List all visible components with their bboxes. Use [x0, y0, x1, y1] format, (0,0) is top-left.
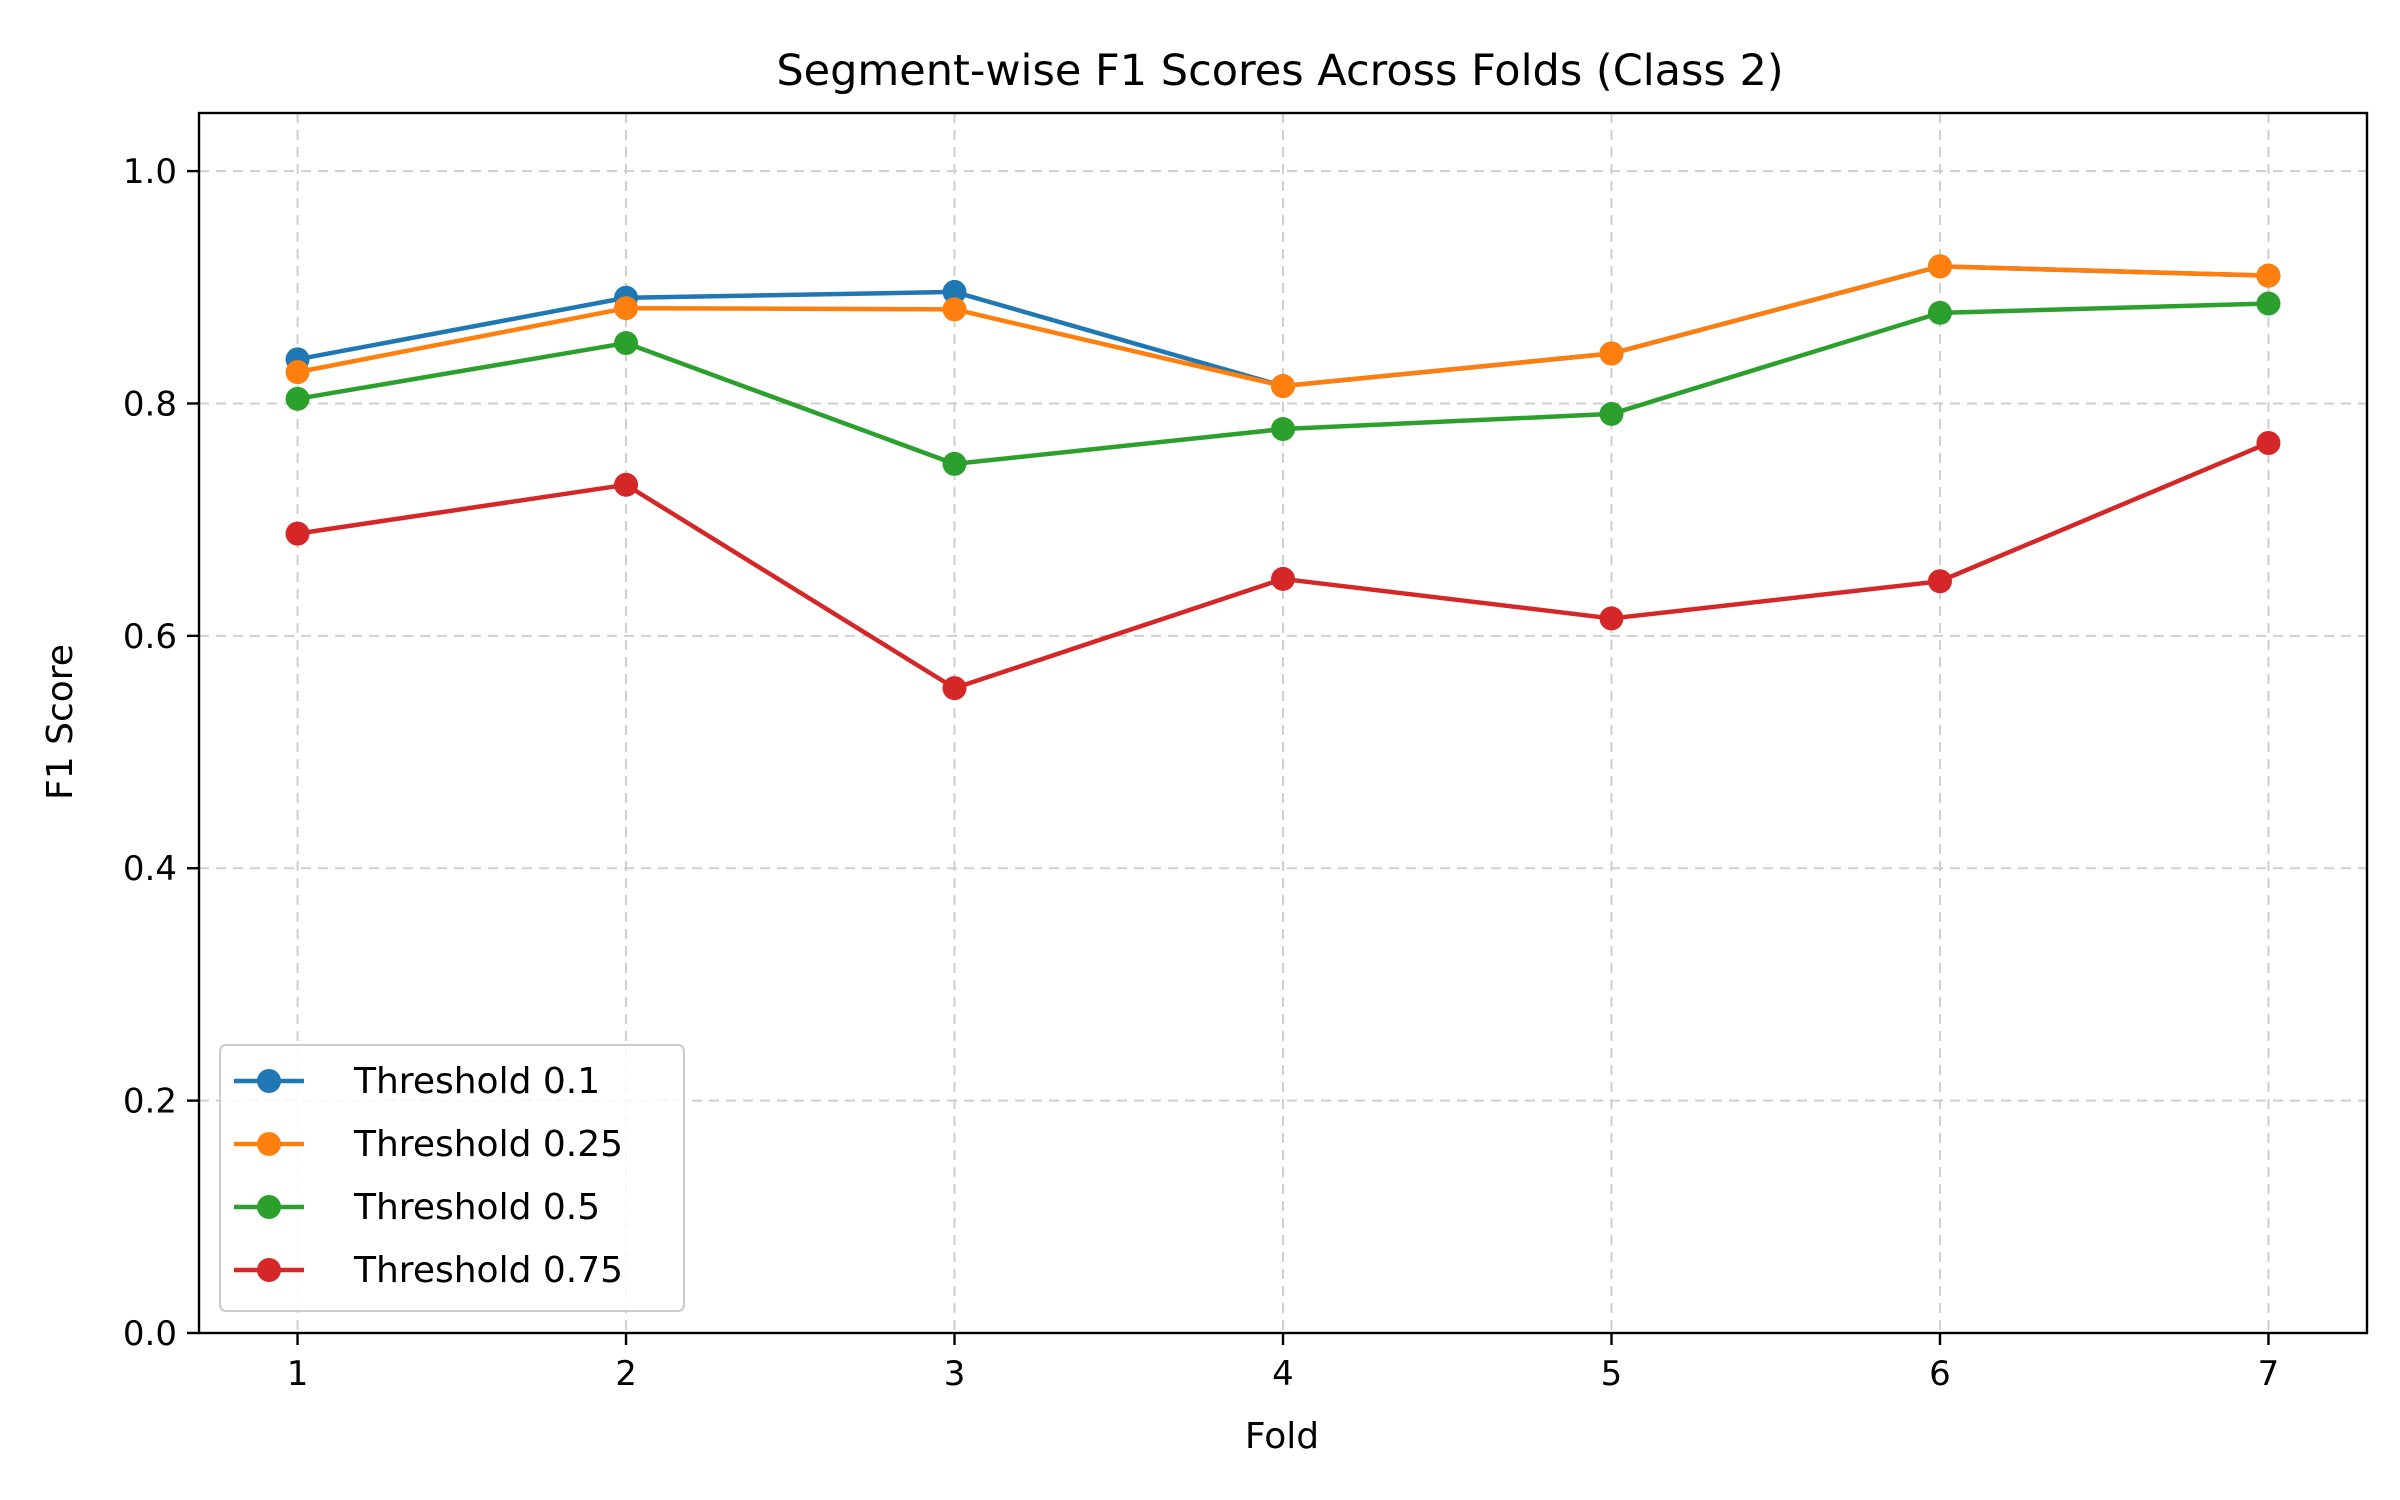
x-tick-label: 7: [2258, 1354, 2280, 1394]
y-tick-label: 0.0: [123, 1314, 177, 1354]
series-2: [285, 254, 2281, 399]
data-point: [614, 296, 639, 321]
data-point: [285, 386, 310, 411]
data-point: [2256, 430, 2281, 455]
axis-ticks: 1 2 3 4 5 6 7 0.0 0.2 0.4 0.6 0.8 1.0: [123, 152, 2279, 1394]
y-tick-label: 0.4: [123, 849, 177, 889]
data-point: [1271, 417, 1295, 442]
x-tick-label: 1: [287, 1354, 309, 1394]
y-tick-label: 0.2: [123, 1082, 177, 1122]
data-point: [614, 472, 639, 497]
legend-label: Threshold 0.5: [353, 1187, 600, 1228]
data-point: [1927, 254, 1952, 279]
series-4: [285, 430, 2281, 701]
legend-box: [219, 1044, 685, 1312]
data-point: [1271, 374, 1295, 399]
data-point: [942, 451, 967, 476]
data-point: [942, 676, 967, 701]
y-axis-label: F1 Score: [40, 644, 81, 800]
chart-title: Segment-wise F1 Scores Across Folds (Cla…: [776, 46, 1783, 96]
data-point: [285, 360, 310, 385]
legend-item: Threshold 0.1: [234, 1061, 600, 1102]
data-point: [2256, 291, 2281, 316]
data-point: [1599, 341, 1624, 366]
data-point: [285, 521, 310, 546]
data-point: [942, 297, 967, 322]
data-point: [1271, 566, 1295, 591]
legend-marker: [257, 1132, 281, 1156]
data-point: [1599, 401, 1624, 426]
y-tick-label: 0.8: [123, 384, 177, 424]
legend-label: Threshold 0.1: [353, 1061, 600, 1102]
legend-item: Threshold 0.75: [234, 1250, 623, 1291]
legend-item: Threshold 0.25: [234, 1124, 623, 1165]
x-tick-label: 2: [615, 1354, 637, 1394]
legend-marker: [257, 1258, 281, 1282]
data-point: [1927, 569, 1952, 594]
legend-marker: [257, 1069, 281, 1093]
data-point: [2256, 263, 2281, 288]
y-tick-label: 1.0: [123, 152, 177, 192]
legend-marker: [257, 1195, 281, 1219]
y-tick-label: 0.6: [123, 617, 177, 657]
legend-label: Threshold 0.75: [353, 1250, 623, 1291]
data-point: [1927, 300, 1952, 325]
x-tick-label: 6: [1929, 1354, 1951, 1394]
x-tick-label: 5: [1601, 1354, 1623, 1394]
series-3: [285, 291, 2281, 476]
x-tick-label: 3: [944, 1354, 966, 1394]
x-tick-label: 4: [1272, 1354, 1294, 1394]
legend: Threshold 0.1 Threshold 0.25 Threshold 0.5…: [219, 1044, 685, 1312]
x-axis-label: Fold: [1245, 1416, 1319, 1457]
data-point: [942, 279, 967, 304]
legend-item: Threshold 0.5: [234, 1187, 600, 1228]
data-point: [614, 331, 639, 356]
series-layer: [285, 254, 2281, 701]
data-point: [1599, 606, 1624, 631]
legend-label: Threshold 0.25: [353, 1124, 623, 1165]
